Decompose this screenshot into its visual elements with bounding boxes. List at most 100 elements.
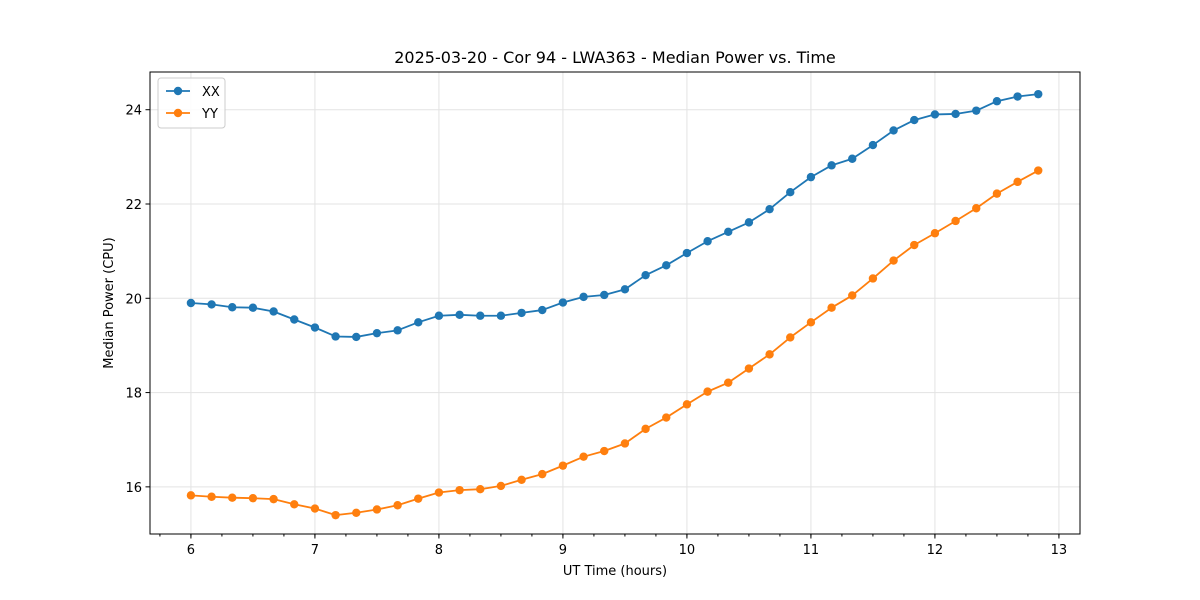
y-axis-label: Median Power (CPU): [102, 237, 117, 368]
legend-item-xx: XX: [166, 85, 220, 100]
data-point-yy: [310, 504, 320, 513]
series-yy: [186, 166, 1043, 520]
data-point-yy: [972, 204, 981, 213]
data-point-yy: [868, 274, 878, 283]
data-point-xx: [558, 298, 568, 307]
data-point-xx: [538, 305, 547, 315]
data-point-xx: [786, 188, 795, 197]
data-point-yy: [207, 492, 216, 501]
data-point-yy: [228, 493, 237, 502]
data-point-yy: [703, 387, 712, 396]
data-point-yy: [579, 452, 588, 461]
series-xx: [186, 89, 1043, 342]
data-point-yy: [414, 494, 423, 503]
x-tick-label: 12: [927, 543, 944, 558]
legend-item-yy: YY: [166, 107, 218, 122]
data-point-yy: [393, 501, 402, 510]
legend-label: XX: [202, 85, 220, 100]
data-point-xx: [517, 308, 526, 318]
legend-label: YY: [201, 107, 218, 122]
data-point-xx: [682, 248, 692, 258]
data-point-yy: [372, 505, 382, 514]
data-point-xx: [703, 237, 712, 246]
data-point-yy: [269, 494, 278, 504]
data-point-xx: [393, 326, 402, 335]
x-tick-label: 13: [1051, 543, 1068, 558]
x-tick-label: 6: [187, 543, 195, 558]
data-point-yy: [662, 413, 671, 422]
data-point-xx: [806, 172, 816, 182]
data-point-xx: [331, 332, 340, 341]
data-point-xx: [641, 270, 650, 280]
data-point-xx: [910, 115, 919, 125]
data-point-xx: [1013, 92, 1022, 101]
data-point-yy: [248, 493, 258, 503]
data-point-xx: [269, 307, 278, 316]
data-point-xx: [889, 126, 898, 135]
data-point-yy: [724, 378, 733, 387]
data-point-xx: [290, 315, 299, 324]
data-point-xx: [662, 261, 671, 270]
y-tick-label: 24: [125, 104, 142, 119]
data-point-xx: [434, 311, 444, 320]
legend-swatch-marker: [173, 86, 183, 96]
data-point-yy: [476, 485, 485, 494]
x-axis: 6 7 8 9 10 11 12 13: [159, 534, 1068, 558]
data-point-xx: [248, 303, 258, 312]
data-point-yy: [538, 469, 547, 479]
legend: XX YY: [157, 77, 226, 129]
data-point-yy: [682, 400, 692, 409]
data-point-yy: [455, 485, 464, 495]
data-point-yy: [331, 510, 340, 520]
data-point-yy: [352, 508, 361, 517]
data-point-yy: [434, 488, 444, 497]
grid: [150, 72, 1080, 534]
data-point-yy: [496, 481, 506, 491]
chart-title: 2025-03-20 - Cor 94 - LWA363 - Median Po…: [394, 48, 836, 67]
data-point-yy: [910, 240, 919, 250]
data-point-yy: [641, 424, 650, 434]
data-point-xx: [620, 285, 630, 294]
data-point-xx: [600, 290, 609, 300]
series-line-xx: [190, 93, 1039, 338]
data-point-yy: [1034, 166, 1043, 175]
data-point-yy: [786, 333, 795, 342]
data-point-yy: [186, 491, 196, 500]
x-tick-label: 11: [803, 543, 820, 558]
data-point-xx: [1034, 89, 1043, 99]
data-point-xx: [496, 311, 506, 320]
data-point-xx: [744, 218, 754, 227]
data-point-xx: [372, 328, 382, 338]
data-point-xx: [186, 298, 196, 308]
data-point-xx: [476, 311, 485, 320]
data-point-xx: [724, 227, 733, 237]
data-point-xx: [414, 318, 423, 327]
data-point-xx: [207, 300, 216, 309]
data-point-yy: [744, 364, 754, 373]
data-point-xx: [579, 292, 588, 302]
data-point-yy: [930, 229, 940, 238]
data-point-yy: [951, 216, 960, 226]
y-tick-label: 22: [125, 198, 142, 213]
data-point-xx: [848, 154, 857, 163]
data-point-yy: [806, 318, 816, 327]
x-axis-label: UT Time (hours): [563, 564, 667, 579]
data-point-xx: [951, 109, 960, 119]
y-axis: 16 18 20 22 24: [125, 104, 150, 496]
data-point-xx: [310, 323, 320, 332]
data-point-xx: [455, 310, 464, 319]
data-point-xx: [352, 332, 361, 342]
x-tick-label: 8: [435, 543, 443, 558]
data-point-yy: [1013, 177, 1022, 187]
data-point-yy: [517, 475, 526, 484]
y-tick-label: 20: [125, 292, 142, 307]
x-tick-label: 10: [679, 543, 696, 558]
data-point-yy: [558, 461, 568, 470]
legend-swatch-marker: [173, 108, 183, 118]
data-point-yy: [992, 189, 1002, 198]
data-point-xx: [827, 161, 836, 170]
data-point-xx: [972, 106, 981, 115]
x-tick-label: 7: [311, 543, 319, 558]
data-point-xx: [992, 97, 1002, 106]
